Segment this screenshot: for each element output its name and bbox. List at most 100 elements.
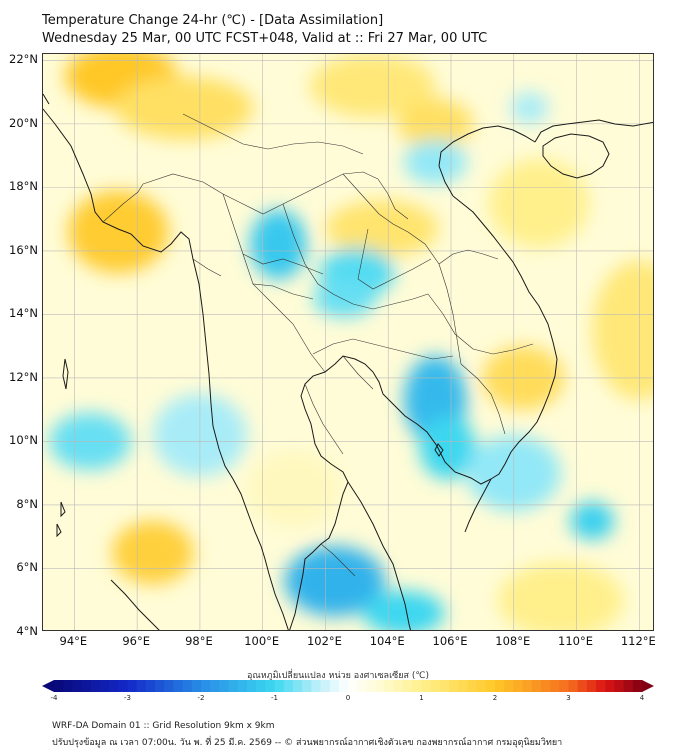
colorbar-cell [54, 680, 64, 692]
lon-tick-label: 96°E [122, 634, 150, 648]
anomaly-cell-20 [570, 501, 615, 540]
lat-tick-label: 12°N [9, 369, 38, 384]
map-title: Temperature Change 24-hr (℃) - [Data Ass… [42, 13, 384, 28]
colorbar-cell [559, 680, 569, 692]
colorbar-tick-label: 3 [566, 694, 571, 702]
colorbar-cell [292, 680, 303, 692]
colorbar-cell [476, 680, 487, 692]
colorbar-cell [329, 680, 340, 692]
colorbar-tick-label: -3 [124, 694, 131, 702]
colorbar-cell [375, 680, 386, 692]
lat-tick-label: 14°N [9, 306, 38, 321]
colorbar-cell [568, 680, 579, 692]
colorbar-cell [201, 680, 211, 692]
colorbar-cell [164, 680, 174, 692]
colorbar-cell [540, 680, 551, 692]
colorbar-cell [118, 680, 128, 692]
colorbar-cell [72, 680, 83, 692]
colorbar-max-extend [642, 680, 654, 692]
colorbar-cell [265, 680, 275, 692]
colorbar-cell [228, 680, 239, 692]
colorbar-cell [210, 680, 220, 692]
colorbar-cell [302, 680, 312, 692]
admin-boundaries [102, 113, 534, 577]
anomaly-cell-2 [309, 54, 436, 118]
coastline-gulf-of-thailand [289, 195, 558, 630]
colorbar-cell [531, 680, 542, 692]
colorbar-cell [246, 680, 257, 692]
colorbar-cell [384, 680, 395, 692]
colorbar-cell [274, 680, 285, 692]
colorbar-cell [513, 680, 524, 692]
anomaly-cell-1 [115, 76, 254, 140]
colorbar-cell [283, 680, 294, 692]
colorbar-tick-label: 1 [419, 694, 424, 702]
colorbar-cell [586, 680, 597, 692]
anomaly-cell-19 [363, 590, 445, 630]
colorbar-cell [467, 680, 478, 692]
colorbar-cell [311, 680, 321, 692]
colorbar-cell [173, 680, 184, 692]
colorbar-cell [439, 680, 450, 692]
anomaly-cell-10 [112, 520, 194, 585]
colorbar-cell [338, 680, 349, 692]
lat-tick-label: 10°N [9, 433, 38, 448]
colorbar-cell [127, 680, 138, 692]
map-subtitle-valid-time: Wednesday 25 Mar, 00 UTC FCST+048, Valid… [42, 31, 488, 46]
colorbar-cell [412, 680, 422, 692]
anomaly-cell-8 [592, 260, 653, 401]
coastline-myanmar [43, 108, 289, 630]
colorbar-cell [632, 680, 643, 692]
coastline-bangladesh [43, 93, 50, 105]
colorbar-cell [320, 680, 331, 692]
lon-tick-label: 110°E [558, 634, 594, 648]
colorbar-cell [109, 680, 119, 692]
anomaly-cell-13 [250, 209, 307, 280]
island-phu-quoc [434, 443, 444, 457]
colorbar-cell [495, 680, 505, 692]
anomaly-cell-25 [510, 92, 549, 124]
colorbar-cell [366, 680, 377, 692]
anomaly-cell-12 [247, 450, 342, 528]
colorbar-cell [99, 680, 110, 692]
lat-tick-label: 8°N [16, 496, 38, 511]
colorbar [42, 680, 654, 692]
lat-tick-label: 4°N [16, 624, 38, 638]
lon-tick-label: 108°E [495, 634, 531, 648]
colorbar-cell [155, 680, 165, 692]
colorbar-tick-label: -4 [50, 694, 58, 702]
coastline-mekong-delta [464, 478, 492, 533]
colorbar-cell [81, 680, 92, 692]
island-andaman [62, 358, 69, 390]
coastline-malaysia-east [347, 481, 412, 630]
temperature-change-map [42, 53, 654, 631]
anomaly-cell-11 [498, 562, 624, 630]
colorbar-cell [485, 680, 496, 692]
colorbar-cell [348, 680, 358, 692]
colorbar-cell [623, 680, 634, 692]
colorbar-cell [403, 680, 413, 692]
colorbar-tick-label: 2 [492, 694, 498, 702]
coastline-hainan [542, 133, 610, 179]
colorbar-tick-label: -1 [271, 694, 278, 702]
anomaly-cell-17 [419, 416, 477, 480]
colorbar-cell [90, 680, 101, 692]
anomaly-cell-24 [403, 139, 467, 185]
colorbar-tick-label: 0 [345, 694, 351, 702]
lat-tick-label: 6°N [16, 560, 38, 575]
colorbar-cell [63, 680, 73, 692]
colorbar-cell [550, 680, 560, 692]
colorbar-tick-label: 4 [639, 694, 645, 702]
lon-tick-label: 98°E [185, 634, 213, 648]
lon-tick-label: 106°E [432, 634, 468, 648]
lat-tick-label: 20°N [9, 115, 38, 130]
update-credit: ปรับปรุงข้อมูล ณ เวลา 07:00น. วัน พ. ที่… [52, 738, 563, 748]
lon-tick-label: 104°E [369, 634, 405, 648]
anomaly-cell-18 [284, 546, 386, 617]
colorbar-cell [393, 680, 404, 692]
coastline-south-china [534, 119, 653, 143]
colorbar-cell [605, 680, 615, 692]
lat-tick-label: 18°N [9, 179, 38, 194]
colorbar-cell [522, 680, 533, 692]
lon-tick-label: 102°E [306, 634, 342, 648]
